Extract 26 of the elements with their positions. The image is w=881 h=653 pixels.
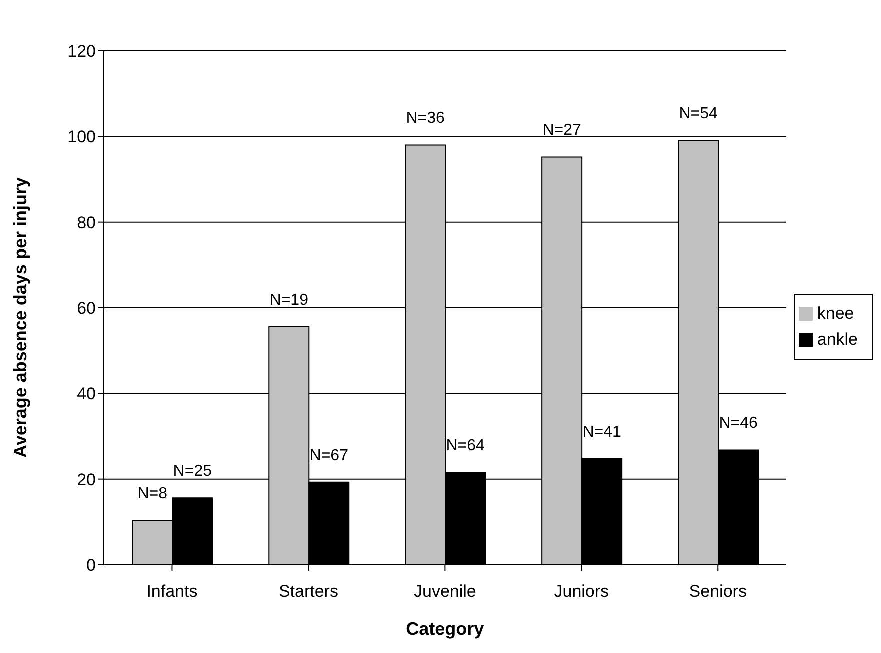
annotation: N=19	[270, 292, 309, 309]
x-tick-label: Juvenile	[414, 582, 476, 602]
y-tick-label: 80	[77, 213, 96, 232]
x-tick-label: Starters	[278, 582, 338, 602]
y-axis-title: Average absence days per injury	[10, 178, 30, 458]
y-tick-label: 20	[77, 470, 96, 490]
annotation: N=64	[446, 437, 486, 454]
y-tick-label: 60	[77, 299, 96, 318]
annotation: N=41	[582, 424, 622, 441]
annotation: N=46	[719, 415, 758, 432]
legend-label: ankle	[817, 330, 858, 348]
annotation: N=25	[173, 463, 212, 480]
annotation: N=54	[679, 106, 718, 123]
annotation: N=36	[406, 110, 446, 128]
y-tick-label: 100	[68, 128, 96, 147]
x-tick-label: Juniors	[554, 582, 610, 602]
annotation: N=8	[138, 485, 168, 502]
annotation: N=67	[310, 447, 349, 464]
x-tick-label: Infants	[146, 582, 198, 602]
y-tick-label: 40	[77, 384, 96, 404]
x-axis-title: Category	[406, 619, 484, 639]
legend-label: knee	[817, 304, 854, 322]
x-tick-label: Seniors	[689, 582, 747, 602]
y-tick-label: 0	[86, 556, 96, 576]
annotation: N=27	[542, 122, 582, 140]
y-tick-label: 120	[68, 42, 96, 62]
